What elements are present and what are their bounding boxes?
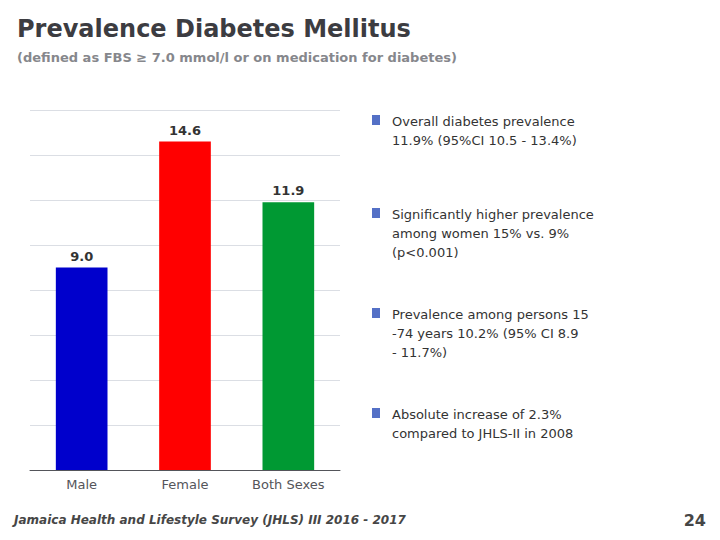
svg-text:-74 years 10.2% (95% CI 8.9: -74 years 10.2% (95% CI 8.9: [392, 326, 579, 341]
svg-text:24: 24: [684, 511, 706, 530]
svg-text:Male: Male: [66, 477, 97, 492]
svg-text:14.6: 14.6: [169, 123, 201, 138]
svg-text:among women 15% vs. 9%: among women 15% vs. 9%: [392, 226, 569, 241]
svg-text:Female: Female: [161, 477, 208, 492]
svg-text:Prevalence among persons 15: Prevalence among persons 15: [392, 307, 589, 322]
svg-text:Overall diabetes prevalence: Overall diabetes prevalence: [392, 114, 575, 129]
svg-text:Absolute increase of 2.3%: Absolute increase of 2.3%: [392, 407, 562, 422]
svg-text:Jamaica Health and Lifestyle S: Jamaica Health and Lifestyle Survey (JHL…: [12, 513, 407, 527]
svg-text:Both Sexes: Both Sexes: [252, 477, 325, 492]
svg-text:11.9: 11.9: [272, 183, 304, 198]
svg-text:Significantly higher prevalenc: Significantly higher prevalence: [392, 207, 594, 222]
svg-text:- 11.7%): - 11.7%): [392, 345, 447, 360]
svg-text:(p<0.001): (p<0.001): [392, 245, 459, 260]
svg-text:compared to JHLS-II in 2008: compared to JHLS-II in 2008: [392, 426, 573, 441]
svg-text:(defined as FBS ≥ 7.0 mmol/l o: (defined as FBS ≥ 7.0 mmol/l or on medic…: [17, 50, 457, 65]
svg-text:11.9% (95%CI 10.5 - 13.4%): 11.9% (95%CI 10.5 - 13.4%): [392, 133, 577, 148]
svg-text:Prevalence Diabetes Mellitus: Prevalence Diabetes Mellitus: [17, 15, 411, 43]
svg-text:9.0: 9.0: [70, 249, 93, 264]
